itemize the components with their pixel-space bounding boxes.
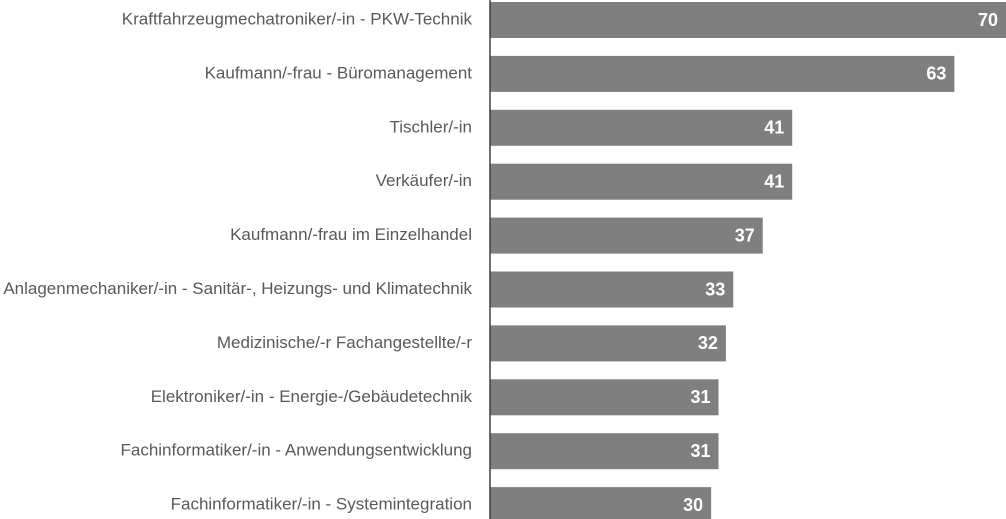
value-label: 41 <box>764 118 784 138</box>
category-label: Medizinische/-r Fachangestellte/-r <box>217 333 472 352</box>
bar <box>490 163 793 200</box>
category-label: Kaufmann/-frau im Einzelhandel <box>230 225 472 244</box>
bar <box>490 109 793 146</box>
category-label: Fachinformatiker/-in - Anwendungsentwick… <box>120 441 472 460</box>
value-label: 31 <box>690 441 710 461</box>
category-label: Anlagenmechaniker/-in - Sanitär-, Heizun… <box>3 279 472 298</box>
value-label: 63 <box>926 64 946 84</box>
category-label: Kraftfahrzeugmechatroniker/-in - PKW-Tec… <box>122 9 473 28</box>
category-label: Elektroniker/-in - Energie-/Gebäudetechn… <box>151 387 473 406</box>
value-label: 30 <box>683 495 703 515</box>
bar <box>490 217 763 254</box>
bar <box>490 271 734 308</box>
bar <box>490 433 719 470</box>
bar <box>490 325 726 362</box>
value-label: 70 <box>978 10 998 30</box>
value-label: 37 <box>735 225 755 245</box>
bar <box>490 2 1006 38</box>
value-label: 41 <box>764 171 784 191</box>
category-label: Fachinformatiker/-in - Systemintegration <box>171 495 472 514</box>
bar <box>490 55 955 92</box>
category-label: Verkäufer/-in <box>376 171 472 190</box>
bar <box>490 487 712 519</box>
bar <box>490 379 719 416</box>
category-label: Kaufmann/-frau - Büromanagement <box>205 63 473 82</box>
value-label: 33 <box>705 279 725 299</box>
category-label: Tischler/-in <box>390 117 473 136</box>
value-label: 31 <box>690 387 710 407</box>
value-label: 32 <box>698 333 718 353</box>
